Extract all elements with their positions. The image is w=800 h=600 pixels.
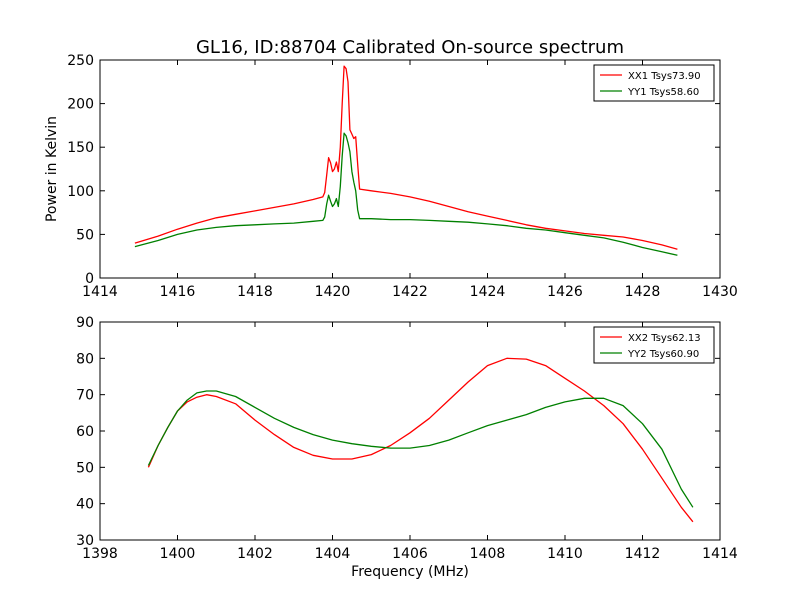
x-tick-label: 1420 xyxy=(315,284,351,300)
x-tick-label: 1412 xyxy=(625,546,661,562)
y-tick-label: 30 xyxy=(76,533,94,549)
y-tick-label: 70 xyxy=(76,388,94,404)
legend-box xyxy=(593,64,715,102)
y-tick-label: 40 xyxy=(76,497,94,513)
x-tick-label: 1404 xyxy=(315,546,351,562)
legend-label: XX2 Tsys62.13 xyxy=(628,333,701,344)
x-tick-label: 1400 xyxy=(160,546,196,562)
y-tick-label: 90 xyxy=(76,315,94,331)
legend: XX2 Tsys62.13 YY2 Tsys60.90 xyxy=(593,326,715,364)
series-line-2-1 xyxy=(147,357,694,523)
x-tick-label: 1410 xyxy=(547,546,583,562)
y-tick-label: 150 xyxy=(67,140,94,156)
legend-label: YY2 Tsys60.90 xyxy=(627,349,699,360)
y-tick-label: 100 xyxy=(67,184,94,200)
x-tick-label: 1418 xyxy=(237,284,273,300)
series-line-2-2 xyxy=(147,390,694,508)
top-spectrum-panel: 1414 1416 1418 1420 1422 1424 1426 1428 1430 0 50 1… xyxy=(44,53,738,300)
y-tick-label: 200 xyxy=(67,97,94,113)
figure-title: GL16, ID:88704 Calibrated On-source spec… xyxy=(196,37,624,58)
x-tick-label: 1406 xyxy=(392,546,428,562)
x-tick-label: 1398 xyxy=(82,546,118,562)
x-axis-label: Frequency (MHz) xyxy=(351,564,469,580)
x-tick-label: 1426 xyxy=(547,284,583,300)
series-line-1-1 xyxy=(134,65,678,250)
x-tick-label: 1414 xyxy=(82,284,118,300)
legend-box xyxy=(593,326,715,364)
y-tick-label: 60 xyxy=(76,424,94,440)
x-tick-label: 1402 xyxy=(237,546,273,562)
series-line-1-2 xyxy=(134,132,678,256)
legend: XX1 Tsys73.90 YY1 Tsys58.60 xyxy=(593,64,715,102)
x-tick-label: 1428 xyxy=(625,284,661,300)
x-tick-label: 1422 xyxy=(392,284,428,300)
x-tick-label: 1430 xyxy=(702,284,738,300)
x-tick-label: 1424 xyxy=(470,284,506,300)
x-tick-label: 1408 xyxy=(470,546,506,562)
y-axis-label: Power in Kelvin xyxy=(44,116,60,222)
bottom-spectrum-panel: 1398 1400 1402 1404 1406 1408 1410 1412 1414 30 40… xyxy=(76,315,738,580)
y-tick-label: 50 xyxy=(76,227,94,243)
y-tick-label: 50 xyxy=(76,460,94,476)
y-tick-label: 0 xyxy=(85,271,94,287)
x-tick-label: 1416 xyxy=(160,284,196,300)
x-tick-label: 1414 xyxy=(702,546,738,562)
legend-label: YY1 Tsys58.60 xyxy=(627,87,699,98)
legend-label: XX1 Tsys73.90 xyxy=(628,71,701,82)
y-tick-label: 80 xyxy=(76,351,94,367)
y-tick-label: 250 xyxy=(67,53,94,69)
